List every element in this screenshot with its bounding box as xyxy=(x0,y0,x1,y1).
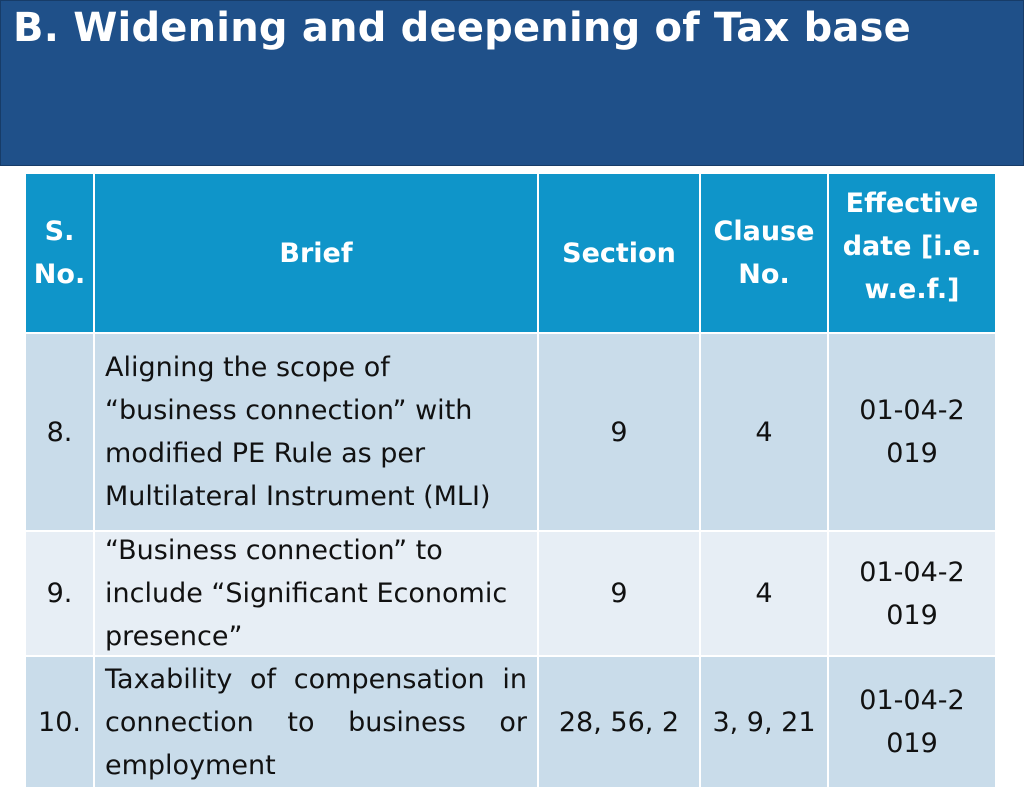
table-cell: 01-04-2019 xyxy=(829,532,995,655)
brief-cell: Taxability of compensation in connection… xyxy=(95,657,537,787)
table-cell: 3, 9, 21 xyxy=(701,657,827,787)
column-header: Effective date [i.e. w.e.f.] xyxy=(829,174,995,332)
table-cell: 4 xyxy=(701,532,827,655)
table-cell: 9. xyxy=(26,532,93,655)
column-header: Clause No. xyxy=(701,174,827,332)
title: B. Widening and deepening of Tax base xyxy=(13,5,911,51)
brief-cell: “Business connection” to include “Signif… xyxy=(95,532,537,655)
table-cell: 01-04-2019 xyxy=(829,657,995,787)
table-cell: 10. xyxy=(26,657,93,787)
column-header: Brief xyxy=(95,174,537,332)
table-cell: 9 xyxy=(539,532,699,655)
table-cell: 28, 56, 2 xyxy=(539,657,699,787)
table-cell: 9 xyxy=(539,334,699,530)
column-header: S. No. xyxy=(26,174,93,332)
brief-cell: Aligning the scope of “business connecti… xyxy=(95,334,537,530)
table-cell: 01-04-2019 xyxy=(829,334,995,530)
title-bar: B. Widening and deepening of Tax base xyxy=(0,0,1024,166)
table-cell: 8. xyxy=(26,334,93,530)
table-cell: 4 xyxy=(701,334,827,530)
column-header: Section xyxy=(539,174,699,332)
